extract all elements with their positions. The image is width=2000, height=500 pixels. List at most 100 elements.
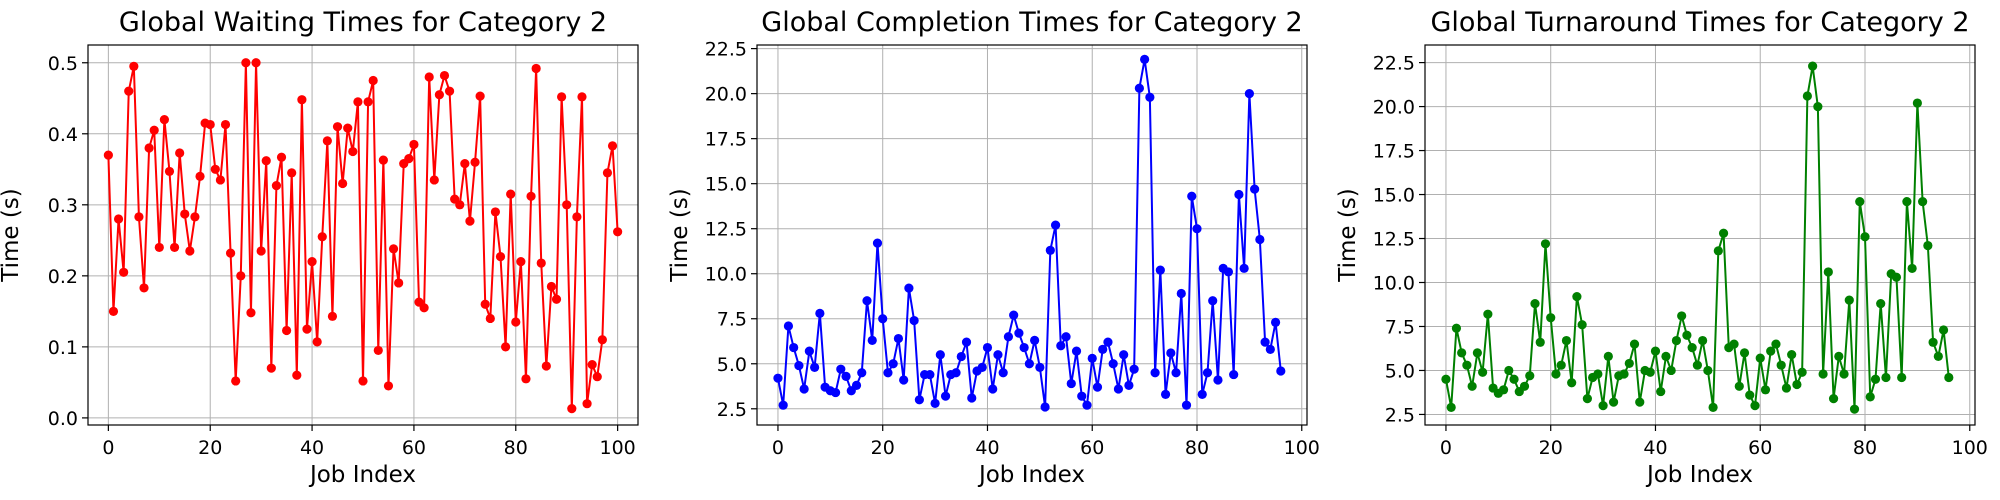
- x-tick-label: 20: [1539, 437, 1563, 459]
- data-point: [261, 156, 271, 166]
- data-point: [1187, 191, 1197, 201]
- data-point: [1865, 392, 1875, 402]
- data-point: [1113, 384, 1124, 394]
- x-tick-label: 60: [1748, 437, 1772, 459]
- data-point: [1629, 339, 1640, 349]
- x-tick-label: 20: [871, 437, 895, 459]
- data-point: [378, 155, 388, 165]
- data-point: [1698, 335, 1708, 346]
- data-point: [292, 370, 302, 380]
- data-point: [1928, 337, 1938, 347]
- data-point: [1593, 369, 1603, 379]
- data-point: [1944, 372, 1954, 383]
- data-point: [1792, 379, 1802, 390]
- data-point: [1140, 54, 1150, 65]
- data-point: [1619, 369, 1629, 379]
- y-tick-label: 2.5: [1385, 404, 1415, 426]
- data-point: [804, 346, 814, 356]
- data-point: [231, 376, 241, 386]
- data-point: [841, 371, 851, 381]
- data-point: [1467, 381, 1477, 391]
- data-point: [256, 246, 266, 256]
- data-point: [368, 75, 378, 86]
- y-tick-label: 7.5: [1385, 316, 1415, 338]
- data-point: [343, 123, 353, 133]
- data-point: [1250, 184, 1260, 194]
- data-point: [783, 321, 794, 331]
- data-point: [1797, 367, 1807, 377]
- chart-panel-2: 0 20 40 60 80 100 2.5 5.0 7.5 10.0 12.5 15.0 17.5 20.…: [667, 7, 1320, 488]
- series-line: [1444, 65, 1950, 411]
- data-point: [1071, 346, 1082, 356]
- data-point: [159, 114, 169, 125]
- data-point: [1813, 101, 1823, 112]
- data-point: [1234, 189, 1244, 200]
- y-tick-label: 15.0: [1373, 185, 1415, 207]
- x-tick-label: 60: [402, 437, 426, 459]
- data-point: [1077, 391, 1087, 401]
- data-point: [1119, 350, 1129, 360]
- data-point: [836, 364, 846, 374]
- data-point: [1902, 196, 1912, 207]
- data-point: [1577, 320, 1587, 330]
- data-point: [103, 150, 113, 160]
- y-tick-label: 0.1: [48, 337, 78, 359]
- data-point: [778, 400, 788, 410]
- data-point: [977, 362, 987, 372]
- data-point: [1155, 265, 1165, 275]
- data-point: [1176, 288, 1186, 299]
- data-point: [236, 271, 246, 281]
- data-point: [1092, 382, 1103, 392]
- series-line: [776, 58, 1282, 408]
- data-point: [1229, 369, 1239, 380]
- data-point: [465, 216, 475, 226]
- data-point: [536, 258, 546, 268]
- x-tick-label: 20: [198, 437, 222, 459]
- y-tick-label: 17.5: [705, 129, 747, 151]
- data-point: [899, 375, 909, 385]
- data-point: [322, 136, 332, 146]
- data-point: [129, 61, 139, 71]
- data-point: [1208, 296, 1218, 306]
- y-tick-label: 22.5: [705, 39, 747, 61]
- data-point: [607, 141, 618, 151]
- data-point: [1098, 344, 1108, 354]
- data-point: [1535, 337, 1545, 347]
- data-point: [332, 122, 343, 132]
- data-point: [175, 148, 185, 158]
- data-point: [327, 311, 338, 321]
- data-point: [287, 168, 297, 178]
- y-axis-label: Time (s): [667, 188, 693, 283]
- chart-panel-3: 0 20 40 60 80 100 2.5 5.0 7.5 10.0 12.5 15.0 17.5 20.…: [1335, 7, 1988, 488]
- data-point: [1787, 350, 1797, 360]
- data-point: [967, 393, 977, 403]
- data-point: [1265, 344, 1275, 354]
- data-point: [1066, 378, 1076, 389]
- data-point: [1912, 98, 1922, 108]
- data-point: [164, 166, 175, 177]
- data-point: [830, 387, 841, 398]
- data-point: [531, 63, 541, 74]
- data-point: [1923, 240, 1933, 251]
- y-tick-label: 5.0: [717, 354, 747, 376]
- data-point: [455, 200, 465, 210]
- data-point: [1472, 348, 1482, 358]
- data-point: [1239, 263, 1249, 273]
- x-tick-label: 80: [504, 437, 528, 459]
- data-point: [993, 350, 1003, 360]
- data-point: [810, 362, 820, 372]
- data-point: [940, 391, 951, 401]
- data-point: [266, 363, 276, 373]
- y-tick-label: 0.5: [48, 53, 78, 75]
- y-tick-label: 20.0: [705, 84, 747, 106]
- data-point: [1197, 389, 1207, 399]
- x-axis-label: Job Index: [977, 462, 1085, 488]
- data-point: [460, 159, 470, 169]
- data-point: [282, 325, 292, 336]
- data-point: [1009, 310, 1019, 320]
- data-point: [1483, 309, 1493, 319]
- data-point: [951, 368, 961, 378]
- data-point: [1677, 311, 1687, 321]
- chart-title: Global Turnaround Times for Category 2: [1431, 7, 1970, 38]
